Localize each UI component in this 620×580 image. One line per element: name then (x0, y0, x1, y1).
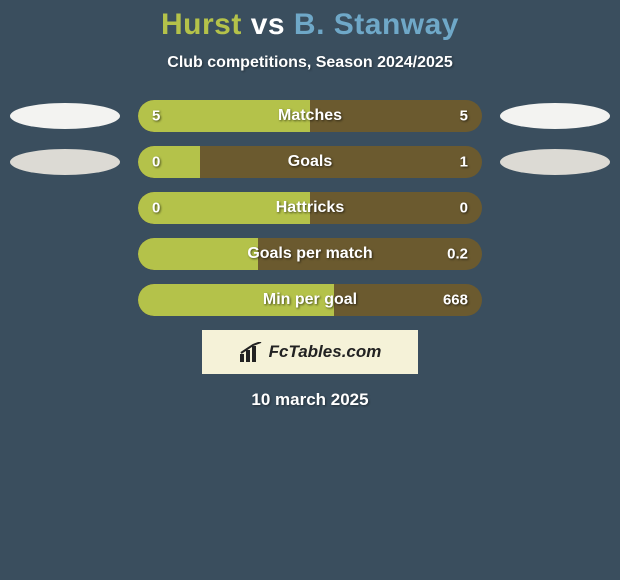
stat-bar: 0Hattricks0 (138, 192, 482, 224)
stat-value-right: 5 (460, 108, 468, 125)
player1-marker (10, 241, 120, 267)
stat-value-right: 1 (460, 154, 468, 171)
player2-marker (500, 195, 610, 221)
player1-name: Hurst (161, 8, 242, 41)
stat-value-right: 668 (443, 292, 468, 309)
subtitle: Club competitions, Season 2024/2025 (0, 54, 620, 72)
vs-separator: vs (251, 8, 285, 41)
stat-row: 5Matches5 (0, 100, 620, 132)
stat-row: Goals per match0.2 (0, 238, 620, 270)
stat-row: Min per goal668 (0, 284, 620, 316)
player1-marker (10, 287, 120, 313)
date-label: 10 march 2025 (0, 390, 620, 410)
source-badge-text: FcTables.com (269, 342, 382, 362)
stat-label: Hattricks (138, 199, 482, 217)
player2-marker (500, 287, 610, 313)
player2-marker (500, 103, 610, 129)
stats-list: 5Matches50Goals10Hattricks0Goals per mat… (0, 100, 620, 316)
player1-marker (10, 149, 120, 175)
player1-marker (10, 103, 120, 129)
stat-bar: Goals per match0.2 (138, 238, 482, 270)
comparison-infographic: Hurst vs B. Stanway Club competitions, S… (0, 0, 620, 410)
player2-marker (500, 149, 610, 175)
player2-name: B. Stanway (294, 8, 459, 41)
player1-marker (10, 195, 120, 221)
stat-label: Min per goal (138, 291, 482, 309)
stat-row: 0Hattricks0 (0, 192, 620, 224)
stat-bar: 0Goals1 (138, 146, 482, 178)
player2-marker (500, 241, 610, 267)
source-badge: FcTables.com (202, 330, 418, 374)
stat-bar: Min per goal668 (138, 284, 482, 316)
stat-value-right: 0 (460, 200, 468, 217)
page-title: Hurst vs B. Stanway (0, 8, 620, 42)
chart-icon (239, 342, 263, 362)
stat-label: Matches (138, 107, 482, 125)
stat-bar: 5Matches5 (138, 100, 482, 132)
stat-label: Goals per match (138, 245, 482, 263)
stat-label: Goals (138, 153, 482, 171)
stat-value-right: 0.2 (447, 246, 468, 263)
stat-row: 0Goals1 (0, 146, 620, 178)
